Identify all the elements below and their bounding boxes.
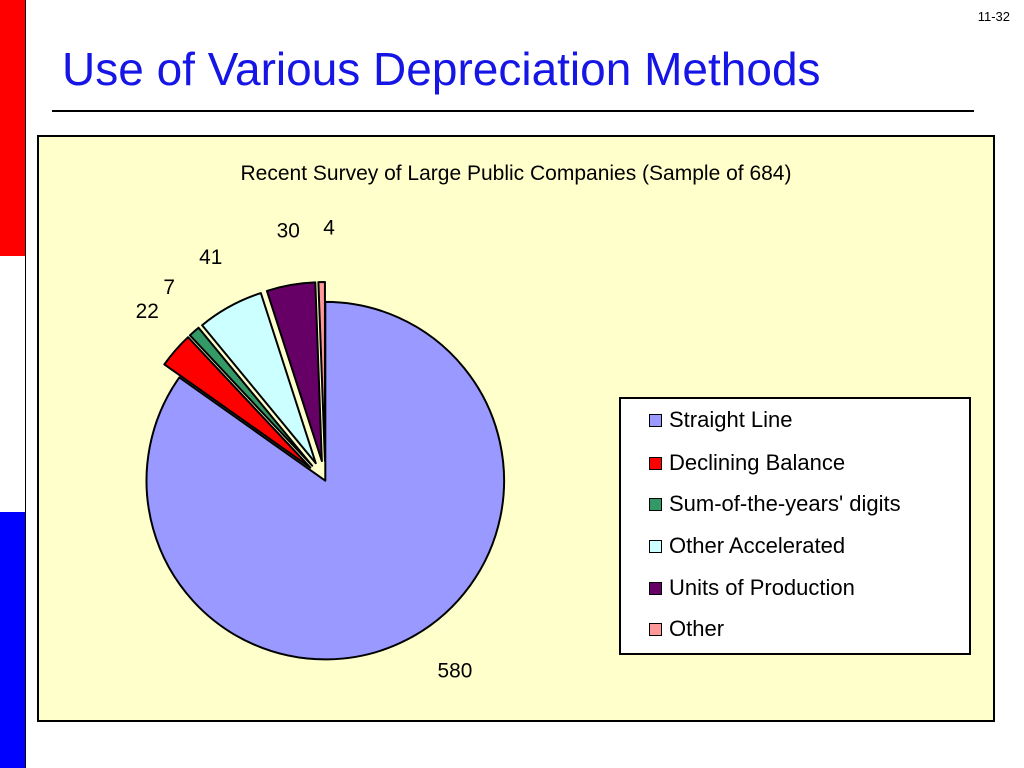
chart-legend: Straight Line Declining Balance Sum-of-t… [619,397,971,655]
slice-declining-balance [163,336,312,469]
slice-sum-of-years-digits [188,326,314,467]
legend-item-units-of-production: Units of Production [649,574,855,602]
data-label-other: 4 [323,216,335,239]
legend-swatch [649,497,662,511]
side-bar-red [0,0,25,256]
side-bar-blue [0,512,25,768]
legend-item-sum-of-years-digits: Sum-of-the-years' digits [649,490,901,518]
data-label-units-of-production: 30 [277,219,300,242]
legend-swatch [649,456,662,470]
data-label-other-accelerated: 41 [199,246,222,269]
slice-other-accelerated [201,292,317,465]
slice-straight-line [145,300,506,661]
legend-item-other: Other [649,615,724,643]
legend-swatch [649,581,662,595]
legend-item-declining-balance: Declining Balance [649,449,845,477]
legend-label: Sum-of-the-years' digits [669,491,901,516]
title-divider [52,110,974,112]
chart-title: Recent Survey of Large Public Companies … [240,162,792,185]
legend-item-straight-line: Straight Line [649,406,793,434]
slice-units-of-production [265,281,323,463]
data-label-declining-balance: 22 [136,300,159,323]
side-bar-white [0,256,25,512]
slide-title: Use of Various Depreciation Methods [62,43,821,95]
data-label-straight-line: 580 [438,659,473,682]
legend-swatch [649,413,662,427]
data-label-sum-of-years-digits: 7 [163,276,175,299]
side-color-bar [0,0,26,768]
legend-label: Declining Balance [669,450,846,475]
legend-swatch [649,539,662,553]
legend-swatch [649,622,662,636]
slice-other [317,281,326,462]
legend-label: Units of Production [669,575,855,600]
pie-chart: 580 227 41 30 4 [136,216,506,682]
legend-label: Other [669,616,725,641]
legend-label: Straight Line [669,407,793,432]
legend-label: Other Accelerated [669,533,846,558]
slide-number: 11-32 [977,9,1010,24]
legend-item-other-accelerated: Other Accelerated [649,532,845,560]
chart-area: 580 22 7 41 30 4 Recent Survey of Large Publi… [37,135,995,722]
